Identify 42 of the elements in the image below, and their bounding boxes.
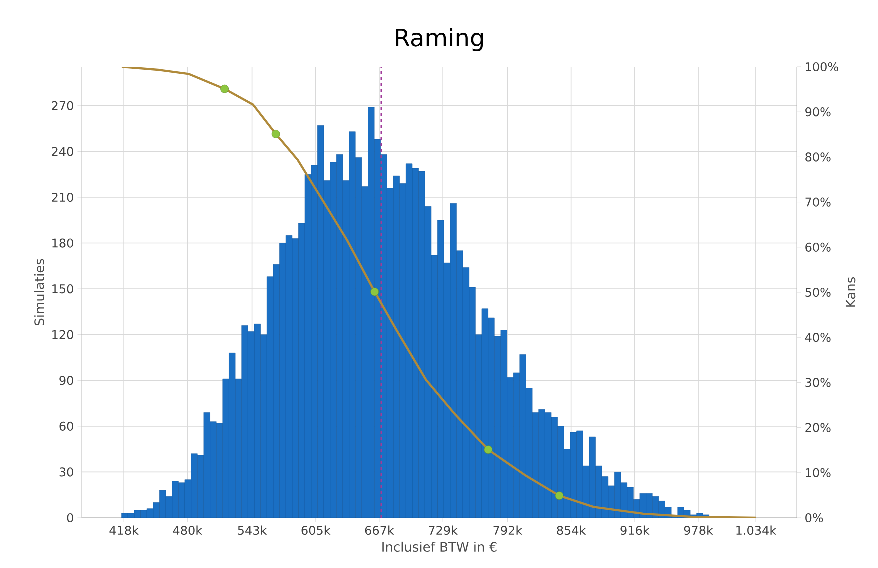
y-tick-label: 90 [60, 376, 74, 386]
y2-tick-label: 0% [806, 513, 824, 523]
y2-tick-label: 100% [806, 62, 838, 72]
y2-tick-label: 80% [806, 152, 831, 162]
y2-tick-label: 30% [806, 378, 831, 388]
point [272, 130, 280, 138]
y2-tick-label: 50% [806, 288, 831, 298]
chart-title: Raming [396, 28, 484, 52]
y2-tick-label: 90% [806, 108, 831, 117]
point [220, 84, 229, 94]
x-tick-label: 418k [110, 526, 139, 536]
y-tick-label: 210 [52, 192, 74, 202]
x-tick-label: 854k [557, 526, 586, 536]
point [555, 492, 564, 500]
point [370, 288, 380, 296]
x-tick-label: 978k [684, 526, 714, 536]
line-series [120, 66, 758, 518]
x-axis-title: Inclusief BTW in € [382, 542, 497, 552]
y-tick-label: 0 [67, 513, 74, 523]
y-axis-title: Simulaties [34, 259, 44, 326]
x-tick-label: 1.034k [736, 526, 777, 536]
y2-tick-label: 20% [806, 423, 831, 432]
y-tick-label: 270 [52, 101, 74, 110]
y-tick-label: 240 [52, 147, 74, 156]
x-tick-label: 480k [173, 526, 203, 536]
y2-tick-label: 40% [805, 333, 831, 342]
x-tick-label: 605k [302, 526, 331, 536]
x-tick-label: 729k [429, 526, 458, 536]
y2-tick-label: 10% [806, 468, 831, 478]
x-tick-label: 916k [620, 526, 650, 536]
x-tick-label: 667k [365, 526, 394, 536]
x-tick-label: 792k [494, 526, 523, 536]
point [484, 446, 493, 454]
y-tick-label: 120 [52, 330, 74, 340]
y-tick-label: 180 [52, 238, 74, 248]
y-tick-label: 150 [52, 284, 74, 294]
y2-tick-label: 60% [806, 242, 831, 252]
y-tick-label: 30 [60, 468, 74, 477]
y2-axis-title: Kans [846, 277, 856, 307]
y2-tick-label: 70% [806, 198, 831, 207]
y-tick-label: 60 [60, 422, 74, 431]
x-tick-label: 543k [238, 526, 268, 536]
